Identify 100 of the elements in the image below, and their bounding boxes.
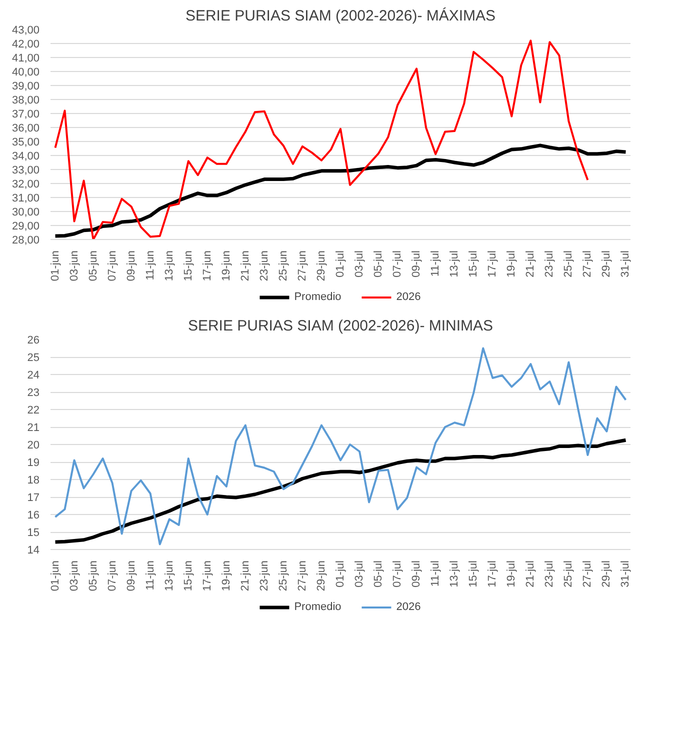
y-tick-label: 19 [27,457,40,469]
x-tick-label: 17-jul [486,560,499,588]
x-tick-label: 13-jun [163,250,176,282]
x-tick-label: 05-jul [372,250,385,278]
y-tick-label: 14 [27,544,40,556]
x-tick-label: 15-jun [182,560,194,592]
y-tick-label: 38,00 [12,94,40,106]
x-tick-label: 23-jun [258,250,270,282]
x-tick-label: 31-jul [620,250,632,278]
y-tick-label: 43,00 [12,24,40,36]
legend-label: Promedio [294,291,342,303]
legend-label: Promedio [294,601,342,613]
x-tick-label: 05-jun [87,250,100,282]
x-tick-label: 03-jul [354,560,366,588]
line-series [54,438,628,544]
x-tick-label: 27-jun [296,250,308,282]
y-tick-label: 34,00 [12,150,40,162]
x-tick-label: 09-jun [125,560,138,592]
y-tick-label: 26 [27,334,40,346]
x-tick-label: 11-jun [144,560,156,590]
y-tick-label: 33,00 [12,164,40,176]
x-tick-label: 01-jun [49,560,62,592]
y-tick-label: 42,00 [12,38,40,50]
y-tick-label: 16 [27,510,40,522]
x-tick-label: 15-jul [468,250,480,278]
x-tick-label: 03-jun [68,250,80,282]
x-tick-label: 25-jun [277,250,290,282]
line-series [54,40,589,240]
x-tick-label: 21-jun [239,250,252,282]
x-tick-label: 23-jul [544,250,556,278]
y-tick-label: 23 [27,387,40,399]
x-tick-label: 13-jul [448,250,461,278]
x-tick-label: 09-jun [125,250,138,282]
x-tick-label: 25-jul [562,250,575,278]
line-series [54,144,628,238]
x-tick-label: 19-jun [220,560,232,592]
x-tick-label: 27-jun [296,560,308,592]
y-tick-label: 35,00 [12,136,40,148]
x-tick-label: 17-jul [486,250,499,278]
y-tick-label: 31,00 [12,192,40,204]
x-tick-label: 29-jun [315,560,328,592]
x-tick-label: 11-jun [144,250,156,280]
x-tick-label: 21-jun [239,560,252,592]
y-tick-label: 41,00 [12,52,40,64]
x-tick-label: 27-jul [582,560,594,588]
chart-title: SERIE PURIAS SIAM (2002-2026)- MÁXIMAS [185,6,496,24]
x-tick-label: 05-jun [87,560,100,592]
x-tick-label: 07-jun [106,250,118,282]
x-tick-label: 17-jun [201,560,214,592]
x-tick-label: 25-jul [562,560,575,588]
x-tick-label: 21-jul [524,560,537,588]
x-tick-label: 25-jun [277,560,290,592]
y-tick-label: 32,00 [12,178,40,190]
x-tick-label: 13-jun [163,560,176,592]
x-tick-label: 03-jul [354,250,366,278]
y-tick-label: 36,00 [12,122,40,134]
x-tick-label: 07-jul [392,250,404,278]
y-tick-label: 29,00 [12,220,40,232]
y-tick-label: 40,00 [12,66,40,78]
x-tick-label: 03-jun [68,560,80,592]
x-tick-label: 17-jun [201,250,214,282]
x-tick-label: 01-jun [49,250,62,282]
y-tick-label: 18 [27,474,40,486]
legend-label: 2026 [396,291,421,303]
x-tick-label: 05-jul [372,560,385,588]
x-tick-label: 07-jun [106,560,118,592]
y-tick-label: 25 [27,352,40,364]
x-tick-label: 21-jul [524,250,537,278]
x-tick-label: 09-jul [410,560,423,588]
y-tick-label: 24 [27,370,40,382]
x-tick-label: 31-jul [620,560,632,588]
y-tick-label: 28,00 [12,234,40,246]
x-tick-label: 15-jul [468,560,480,588]
x-tick-label: 29-jun [315,250,328,282]
x-tick-label: 23-jul [544,560,556,588]
x-tick-label: 09-jul [410,250,423,278]
x-tick-label: 19-jun [220,250,232,282]
legend-label: 2026 [396,601,421,613]
x-tick-label: 19-jul [506,250,518,278]
y-tick-label: 39,00 [12,80,40,92]
y-tick-label: 21 [27,422,40,434]
x-tick-label: 01-jul [334,250,346,278]
x-tick-label: 11-jul [430,560,442,587]
y-tick-label: 17 [27,492,40,504]
y-tick-label: 20 [27,440,40,452]
x-tick-label: 15-jun [182,250,194,282]
x-tick-label: 01-jul [334,560,346,588]
y-tick-label: 37,00 [12,108,40,120]
x-tick-label: 11-jul [430,250,442,277]
chart-title: SERIE PURIAS SIAM (2002-2026)- MINIMAS [188,318,494,334]
x-tick-label: 29-jul [600,250,613,278]
line-series [54,347,627,546]
x-tick-label: 23-jun [258,560,270,592]
x-tick-label: 13-jul [448,560,461,588]
y-tick-label: 22 [27,404,40,416]
x-tick-label: 29-jul [600,560,613,588]
x-tick-label: 19-jul [506,560,518,588]
y-tick-label: 30,00 [12,206,40,218]
y-tick-label: 15 [27,527,40,539]
x-tick-label: 27-jul [582,250,594,278]
